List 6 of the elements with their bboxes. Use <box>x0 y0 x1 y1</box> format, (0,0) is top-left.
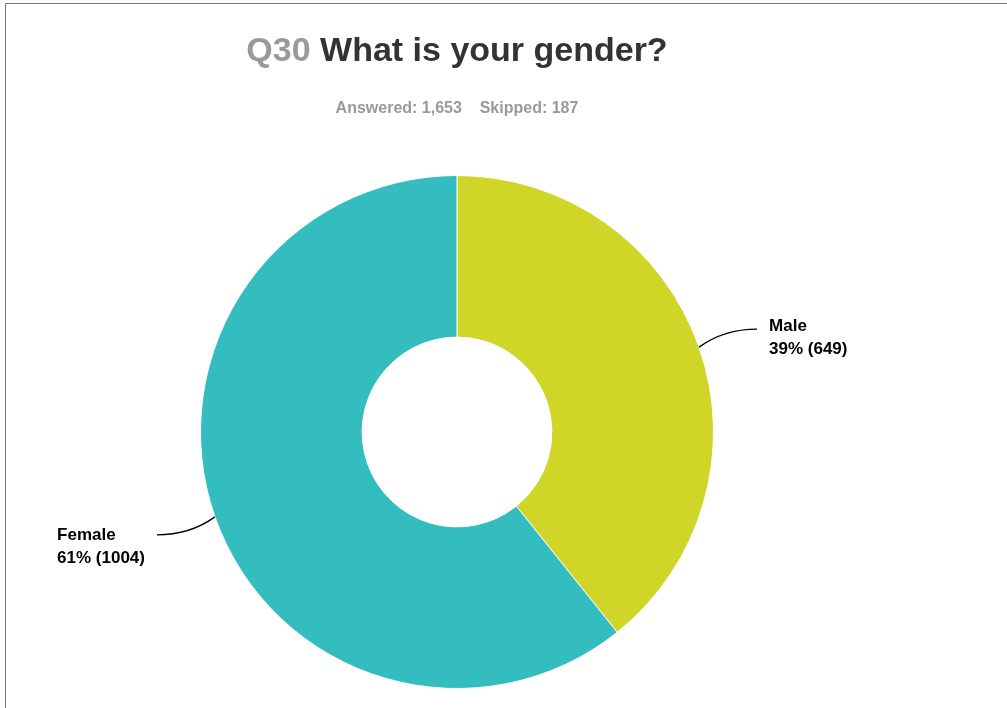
slice-label: Male <box>769 315 807 335</box>
data-label: 61% (1004) <box>57 547 145 567</box>
chart-title: Q30 What is your gender? <box>245 30 669 69</box>
data-label: 39% (649) <box>769 338 848 358</box>
slice-label: Female <box>57 524 116 544</box>
chart-subtitle: Answered: 1,653 Skipped: 187 <box>334 99 580 117</box>
